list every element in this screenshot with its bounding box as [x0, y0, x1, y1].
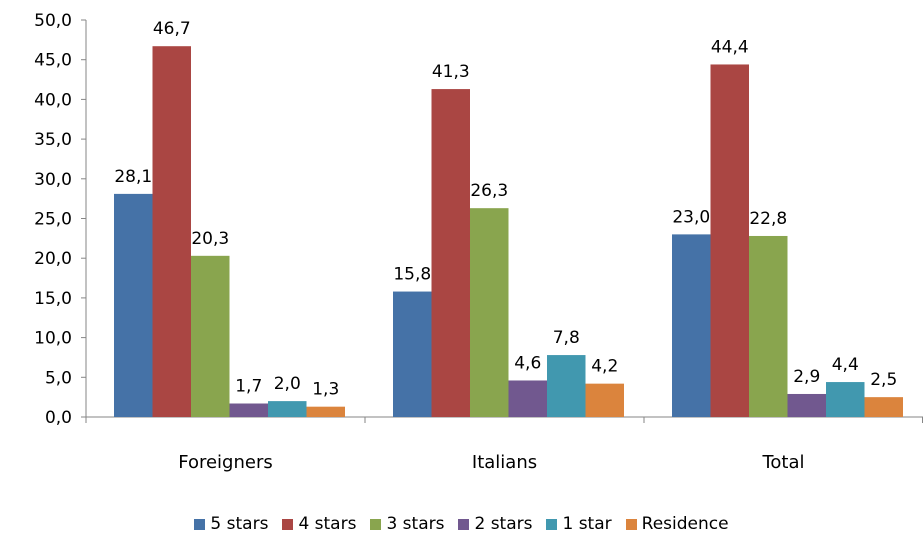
- data-label: 1,7: [235, 377, 262, 397]
- bar: [672, 234, 711, 417]
- data-label: 2,0: [274, 374, 301, 394]
- data-label: 4,6: [514, 353, 541, 373]
- y-tick-label: 10,0: [34, 329, 72, 349]
- x-category-label: Total: [761, 452, 804, 473]
- y-axis: 0,0 5,0 10,0 15,0 20,0 25,0 30,0 35,0 40,0 45,0 50…: [34, 11, 86, 428]
- x-category-label: Foreigners: [178, 452, 273, 473]
- y-tick-label: 20,0: [34, 249, 72, 269]
- y-tick-label: 40,0: [34, 90, 72, 110]
- y-tick-label: 0,0: [45, 408, 72, 428]
- y-tick-label: 50,0: [34, 11, 72, 31]
- data-label: 23,0: [672, 207, 710, 227]
- legend-label: 5 stars: [210, 514, 268, 534]
- data-label: 22,8: [749, 209, 787, 229]
- legend-item: 2 stars: [458, 514, 532, 534]
- y-tick-label: 25,0: [34, 210, 72, 230]
- bar-chart: 0,0 5,0 10,0 15,0 20,0 25,0 30,0 35,0 40,0 45,0 50…: [0, 0, 923, 505]
- bar: [509, 380, 548, 417]
- y-tick-label: 35,0: [34, 130, 72, 150]
- bar: [432, 89, 471, 417]
- bar: [153, 46, 192, 417]
- bar: [230, 404, 269, 417]
- y-tick-label: 5,0: [45, 368, 72, 388]
- bar: [393, 292, 432, 417]
- bar: [586, 384, 625, 417]
- legend-label: 2 stars: [474, 514, 532, 534]
- data-label: 46,7: [153, 19, 191, 39]
- legend-item: 5 stars: [194, 514, 268, 534]
- bar: [826, 382, 865, 417]
- legend-swatch: [458, 519, 469, 530]
- data-label: 28,1: [114, 167, 152, 187]
- bar: [114, 194, 153, 417]
- legend-swatch: [282, 519, 293, 530]
- bar: [711, 64, 750, 417]
- legend-swatch: [194, 519, 205, 530]
- x-category-label: Italians: [472, 452, 537, 473]
- y-tick-label: 45,0: [34, 51, 72, 71]
- legend-label: Residence: [642, 514, 729, 534]
- legend: 5 stars 4 stars 3 stars 2 stars 1 star Reside…: [0, 512, 923, 536]
- data-label: 7,8: [553, 328, 580, 348]
- legend-label: 4 stars: [298, 514, 356, 534]
- data-label: 44,4: [711, 37, 749, 57]
- legend-item: 3 stars: [370, 514, 444, 534]
- bar: [865, 397, 904, 417]
- data-label: 41,3: [432, 62, 470, 82]
- y-tick-label: 30,0: [34, 170, 72, 190]
- y-tick-label: 15,0: [34, 289, 72, 309]
- data-label: 15,8: [393, 265, 431, 285]
- data-label: 4,2: [591, 357, 618, 377]
- legend-swatch: [370, 519, 381, 530]
- data-label: 26,3: [470, 181, 508, 201]
- legend-item: Residence: [626, 514, 729, 534]
- legend-item: 4 stars: [282, 514, 356, 534]
- bar: [307, 407, 346, 417]
- bar: [547, 355, 586, 417]
- data-label: 20,3: [191, 229, 229, 249]
- bar: [788, 394, 827, 417]
- data-label: 1,3: [312, 380, 339, 400]
- legend-swatch: [546, 519, 557, 530]
- bar: [749, 236, 788, 417]
- x-axis: Foreigners Italians Total: [86, 417, 923, 473]
- bar: [470, 208, 509, 417]
- data-label: 2,9: [793, 367, 820, 387]
- legend-item: 1 star: [546, 514, 611, 534]
- legend-label: 1 star: [562, 514, 611, 534]
- data-label: 4,4: [832, 355, 859, 375]
- data-label: 2,5: [870, 370, 897, 390]
- bars: [114, 46, 903, 417]
- bar: [268, 401, 307, 417]
- legend-label: 3 stars: [386, 514, 444, 534]
- legend-swatch: [626, 519, 637, 530]
- bar: [191, 256, 230, 417]
